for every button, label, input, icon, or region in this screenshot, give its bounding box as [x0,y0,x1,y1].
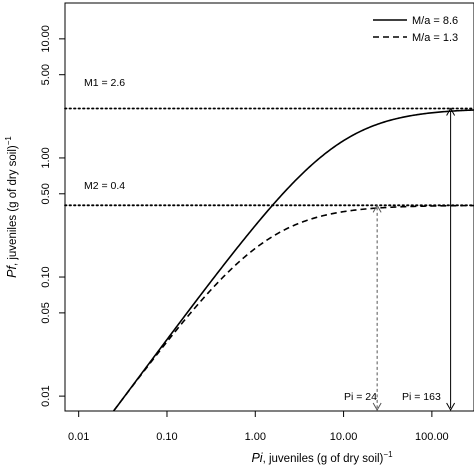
vmarker-arrow-top-1 [446,107,456,116]
y-tick-label-0: 0.01 [40,385,52,406]
hline-label-m2: M2 = 0.4 [84,180,125,192]
legend-label-solid: M/a = 8.6 [412,15,458,27]
legend: M/a = 8.6 M/a = 1.3 [373,15,458,44]
y-axis-title-sup: −1 [4,136,13,146]
x-tick-label-3: 10.00 [330,431,358,443]
x-axis-title-italic: Pi [251,451,263,465]
vmarker-arrow-top-0 [372,204,382,213]
x-tick-label-4: 100.00 [415,431,449,443]
y-tick-label-2: 0.10 [40,266,52,287]
series-line-1 [112,204,474,412]
y-tick-label-1: 0.05 [40,302,52,323]
marks-layer [372,107,456,412]
plot-frame [64,2,474,412]
lines-layer [64,107,474,412]
y-axis-title: Pf, juveniles (g of dry soil)−1 [4,136,19,278]
legend-label-dashed: M/a = 1.3 [412,32,458,44]
x-tick-label-0: 0.01 [68,431,89,443]
ticks-layer: 0.01 0.10 1.00 10.00 100.00 0.01 0.05 0.10 0.50 1… [40,25,449,443]
series-line-0 [114,109,474,410]
y-tick-label-6: 10.00 [40,25,52,53]
x-axis-title-sup: −1 [383,450,393,459]
y-axis-title-italic: Pf [5,265,19,278]
y-axis-title-rest: , juveniles (g of dry soil) [7,145,19,266]
x-tick-label-2: 1.00 [245,431,266,443]
x-axis-title-rest: , juveniles (g of dry soil) [263,453,384,465]
y-tick-label-3: 0.50 [40,183,52,204]
vmarker-label-pi163: Pi = 163 [402,391,441,403]
x-tick-label-1: 0.10 [156,431,177,443]
y-tick-label-4: 1.00 [40,147,52,168]
vmarker-arrow-bottom-1 [446,402,456,412]
vmarker-arrow-bottom-0 [372,402,382,412]
x-axis-title: Pi, juveniles (g of dry soil)−1 [251,450,393,465]
y-tick-label-5: 5.00 [40,64,52,85]
hline-label-m1: M1 = 2.6 [84,77,125,89]
vmarker-label-pi24: Pi = 24 [344,391,377,403]
